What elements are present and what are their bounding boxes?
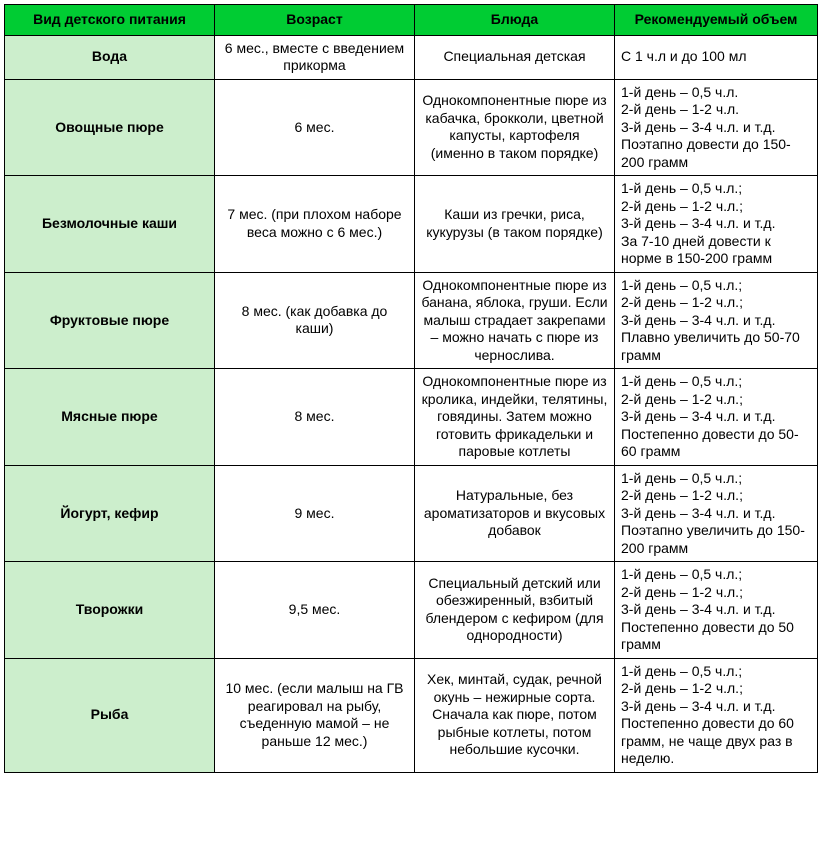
- table-row: Овощные пюре 6 мес. Однокомпонентные пюр…: [5, 79, 818, 176]
- vol-line: 3-й день – 3-4 ч.л. и т.д.: [621, 698, 811, 716]
- vol-line: 1-й день – 0,5 ч.л.;: [621, 373, 811, 391]
- cell-dish: Специальный детский или обезжиренный, вз…: [415, 562, 615, 659]
- vol-line: За 7-10 дней довести к норме в 150-200 г…: [621, 233, 811, 268]
- vol-line: 3-й день – 3-4 ч.л. и т.д.: [621, 505, 811, 523]
- vol-line: 3-й день – 3-4 ч.л. и т.д.: [621, 215, 811, 233]
- vol-line: 2-й день – 1-2 ч.л.;: [621, 198, 811, 216]
- vol-line: Постепенно довести до 50-60 грамм: [621, 426, 811, 461]
- table-row: Безмолочные каши 7 мес. (при плохом набо…: [5, 176, 818, 273]
- cell-age: 6 мес., вместе с введением прикорма: [215, 35, 415, 79]
- vol-line: 1-й день – 0,5 ч.л.;: [621, 180, 811, 198]
- vol-line: 3-й день – 3-4 ч.л. и т.д.: [621, 312, 811, 330]
- cell-age: 8 мес. (как добавка до каши): [215, 272, 415, 369]
- cell-type: Вода: [5, 35, 215, 79]
- cell-vol: 1-й день – 0,5 ч.л.;2-й день – 1-2 ч.л.;…: [615, 176, 818, 273]
- col-age: Возраст: [215, 5, 415, 36]
- cell-dish: Специальная детская: [415, 35, 615, 79]
- feeding-table: Вид детского питания Возраст Блюда Реком…: [4, 4, 818, 773]
- cell-age: 9 мес.: [215, 465, 415, 562]
- cell-vol: 1-й день – 0,5 ч.л.;2-й день – 1-2 ч.л.;…: [615, 369, 818, 466]
- cell-type: Мясные пюре: [5, 369, 215, 466]
- vol-line: 1-й день – 0,5 ч.л.;: [621, 277, 811, 295]
- vol-line: 2-й день – 1-2 ч.л.: [621, 101, 811, 119]
- vol-line: 1-й день – 0,5 ч.л.;: [621, 566, 811, 584]
- vol-line: 1-й день – 0,5 ч.л.;: [621, 470, 811, 488]
- vol-line: 3-й день – 3-4 ч.л. и т.д.: [621, 601, 811, 619]
- header-row: Вид детского питания Возраст Блюда Реком…: [5, 5, 818, 36]
- vol-line: Постепенно довести до 50 грамм: [621, 619, 811, 654]
- vol-line: 1-й день – 0,5 ч.л.: [621, 84, 811, 102]
- vol-line: 2-й день – 1-2 ч.л.;: [621, 294, 811, 312]
- col-type: Вид детского питания: [5, 5, 215, 36]
- col-vol: Рекомендуемый объем: [615, 5, 818, 36]
- vol-line: Поэтапно увеличить до 150-200 грамм: [621, 522, 811, 557]
- cell-dish: Хек, минтай, судак, речной окунь – нежир…: [415, 658, 615, 772]
- vol-line: С 1 ч.л и до 100 мл: [621, 48, 811, 66]
- table-row: Йогурт, кефир 9 мес. Натуральные, без ар…: [5, 465, 818, 562]
- cell-age: 8 мес.: [215, 369, 415, 466]
- cell-dish: Однокомпонентные пюре из кролика, индейк…: [415, 369, 615, 466]
- cell-type: Фруктовые пюре: [5, 272, 215, 369]
- cell-vol: 1-й день – 0,5 ч.л.;2-й день – 1-2 ч.л.;…: [615, 465, 818, 562]
- table-row: Рыба 10 мес. (если малыш на ГВ реагирова…: [5, 658, 818, 772]
- vol-line: 3-й день – 3-4 ч.л. и т.д.: [621, 408, 811, 426]
- cell-vol: С 1 ч.л и до 100 мл: [615, 35, 818, 79]
- cell-vol: 1-й день – 0,5 ч.л.;2-й день – 1-2 ч.л.;…: [615, 272, 818, 369]
- vol-line: Плавно увеличить до 50-70 грамм: [621, 329, 811, 364]
- cell-age: 6 мес.: [215, 79, 415, 176]
- table-row: Вода 6 мес., вместе с введением прикорма…: [5, 35, 818, 79]
- cell-dish: Однокомпонентные пюре из банана, яблока,…: [415, 272, 615, 369]
- vol-line: 2-й день – 1-2 ч.л.;: [621, 487, 811, 505]
- cell-age: 9,5 мес.: [215, 562, 415, 659]
- cell-vol: 1-й день – 0,5 ч.л.2-й день – 1-2 ч.л.3-…: [615, 79, 818, 176]
- cell-type: Творожки: [5, 562, 215, 659]
- vol-line: 2-й день – 1-2 ч.л.;: [621, 584, 811, 602]
- cell-type: Овощные пюре: [5, 79, 215, 176]
- cell-type: Безмолочные каши: [5, 176, 215, 273]
- cell-dish: Однокомпонентные пюре из кабачка, брокко…: [415, 79, 615, 176]
- cell-dish: Каши из гречки, риса, кукурузы (в таком …: [415, 176, 615, 273]
- cell-vol: 1-й день – 0,5 ч.л.;2-й день – 1-2 ч.л.;…: [615, 562, 818, 659]
- cell-type: Йогурт, кефир: [5, 465, 215, 562]
- vol-line: 3-й день – 3-4 ч.л. и т.д.: [621, 119, 811, 137]
- col-dish: Блюда: [415, 5, 615, 36]
- cell-age: 7 мес. (при плохом наборе веса можно с 6…: [215, 176, 415, 273]
- vol-line: Постепенно довести до 60 грамм, не чаще …: [621, 715, 811, 768]
- vol-line: 2-й день – 1-2 ч.л.;: [621, 391, 811, 409]
- table-row: Творожки 9,5 мес. Специальный детский ил…: [5, 562, 818, 659]
- table-row: Мясные пюре 8 мес. Однокомпонентные пюре…: [5, 369, 818, 466]
- cell-age: 10 мес. (если малыш на ГВ реагировал на …: [215, 658, 415, 772]
- cell-dish: Натуральные, без ароматизаторов и вкусов…: [415, 465, 615, 562]
- vol-line: 1-й день – 0,5 ч.л.;: [621, 663, 811, 681]
- cell-vol: 1-й день – 0,5 ч.л.;2-й день – 1-2 ч.л.;…: [615, 658, 818, 772]
- vol-line: 2-й день – 1-2 ч.л.;: [621, 680, 811, 698]
- table-row: Фруктовые пюре 8 мес. (как добавка до ка…: [5, 272, 818, 369]
- vol-line: Поэтапно довести до 150-200 грамм: [621, 136, 811, 171]
- cell-type: Рыба: [5, 658, 215, 772]
- table-body: Вода 6 мес., вместе с введением прикорма…: [5, 35, 818, 772]
